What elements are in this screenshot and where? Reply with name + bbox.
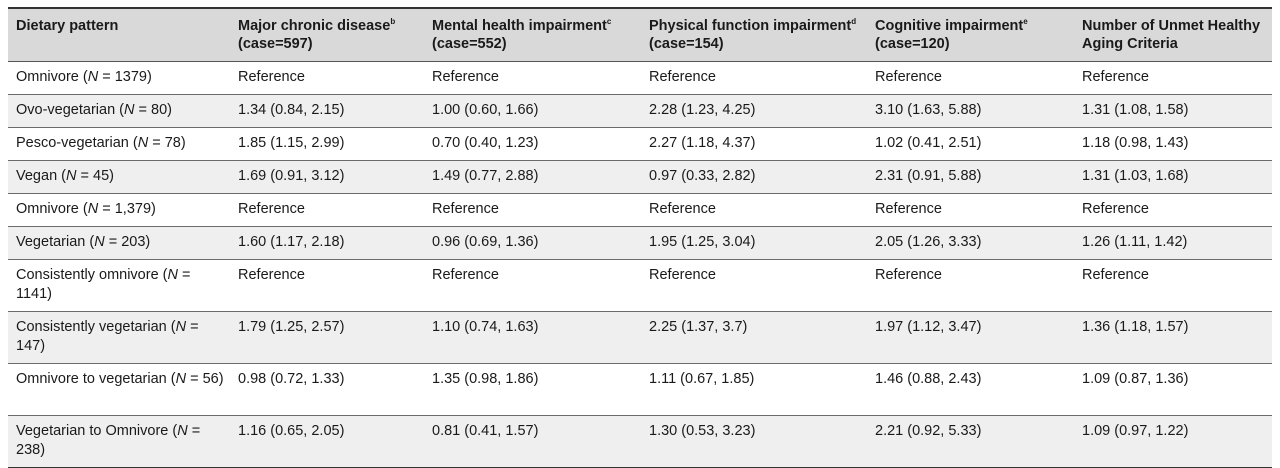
value-cell: Reference [432,201,499,217]
row-label-cell: Ovo-vegetarian (N = 80) [16,102,172,118]
table-row: Vegetarian (N = 203) 1.60 (1.17, 2.18) 0.9… [8,226,1272,260]
table-row: Vegetarian to Omnivore (N = 238) 1.16 (0.… [8,415,1272,468]
value-cell: 1.49 (0.77, 2.88) [432,168,539,184]
table-row: Omnivore (N = 1379) Reference Reference Ref… [8,62,1272,95]
value-cell: 1.34 (0.84, 2.15) [238,102,345,118]
value-cell: 1.36 (1.18, 1.57) [1082,319,1189,335]
table-row: Pesco-vegetarian (N = 78) 1.85 (1.15, 2.9… [8,128,1272,161]
value-cell: 1.35 (0.98, 1.86) [432,371,539,387]
row-label-cell: Vegetarian (N = 203) [16,234,151,250]
value-cell: Reference [1082,267,1149,283]
value-cell: 0.96 (0.69, 1.36) [432,234,539,250]
value-cell: Reference [875,69,942,85]
value-cell: 1.46 (0.88, 2.43) [875,371,982,387]
header-cell: Major chronic diseaseb (case=597) [238,17,396,52]
table-header: Dietary pattern Major chronic diseaseb (… [8,8,1272,62]
value-cell: 2.31 (0.91, 5.88) [875,168,982,184]
row-label-cell: Consistently vegetarian (N = 147) [16,319,199,354]
value-cell: 1.09 (0.87, 1.36) [1082,371,1189,387]
row-label-cell: Pesco-vegetarian (N = 78) [16,135,186,151]
value-cell: 0.97 (0.33, 2.82) [649,168,756,184]
value-cell: 1.26 (1.11, 1.42) [1082,234,1188,250]
value-cell: Reference [432,69,499,85]
table-row: Consistently omnivore (N = 1141) Referenc… [8,260,1272,312]
value-cell: Reference [649,201,716,217]
value-cell: 2.21 (0.92, 5.33) [875,423,982,439]
value-cell: 1.79 (1.25, 2.57) [238,319,345,335]
value-cell: 1.85 (1.15, 2.99) [238,135,345,151]
value-cell: Reference [875,267,942,283]
header-cell: Physical function impairmentd (case=154) [649,17,857,52]
header-row: Dietary pattern Major chronic diseaseb (… [8,8,1272,62]
header-cell: Dietary pattern [16,18,119,34]
value-cell: Reference [1082,201,1149,217]
value-cell: Reference [649,267,716,283]
value-cell: 1.60 (1.17, 2.18) [238,234,345,250]
table-row: Consistently vegetarian (N = 147) 1.79 (1… [8,311,1272,364]
row-label-cell: Omnivore (N = 1379) [16,69,152,85]
value-cell: 1.31 (1.03, 1.68) [1082,168,1189,184]
value-cell: Reference [238,69,305,85]
value-cell: 0.98 (0.72, 1.33) [238,371,345,387]
value-cell: 0.70 (0.40, 1.23) [432,135,539,151]
results-table: Dietary pattern Major chronic diseaseb (… [8,7,1272,468]
results-table-container: Dietary pattern Major chronic diseaseb (… [8,7,1272,468]
table-row: Omnivore (N = 1,379) Reference Reference Re… [8,194,1272,227]
value-cell: 3.10 (1.63, 5.88) [875,102,982,118]
table-row: Vegan (N = 45) 1.69 (0.91, 3.12) 1.49 (0.7… [8,160,1272,194]
value-cell: 1.09 (0.97, 1.22) [1082,423,1189,439]
value-cell: 1.11 (0.67, 1.85) [649,371,755,387]
table-body: Omnivore (N = 1379) Reference Reference Ref… [8,62,1272,468]
value-cell: 0.81 (0.41, 1.57) [432,423,539,439]
table-row: Ovo-vegetarian (N = 80) 1.34 (0.84, 2.15)… [8,94,1272,128]
header-cell: Mental health impairmentc (case=552) [432,17,612,52]
value-cell: Reference [875,201,942,217]
row-label-cell: Omnivore to vegetarian (N = 56) [16,371,224,387]
value-cell: 1.97 (1.12, 3.47) [875,319,982,335]
value-cell: 1.69 (0.91, 3.12) [238,168,345,184]
value-cell: 2.25 (1.37, 3.7) [649,319,748,335]
value-cell: 2.28 (1.23, 4.25) [649,102,756,118]
value-cell: Reference [649,69,716,85]
value-cell: 1.95 (1.25, 3.04) [649,234,756,250]
value-cell: 1.02 (0.41, 2.51) [875,135,982,151]
value-cell: 2.27 (1.18, 4.37) [649,135,756,151]
value-cell: Reference [238,267,305,283]
value-cell: 1.10 (0.74, 1.63) [432,319,539,335]
table-row: Omnivore to vegetarian (N = 56) 0.98 (0.7… [8,364,1272,416]
row-label-cell: Consistently omnivore (N = 1141) [16,267,191,302]
row-label-cell: Vegan (N = 45) [16,168,114,184]
value-cell: 1.00 (0.60, 1.66) [432,102,539,118]
value-cell: 1.16 (0.65, 2.05) [238,423,345,439]
value-cell: 1.31 (1.08, 1.58) [1082,102,1189,118]
value-cell: Reference [432,267,499,283]
value-cell: Reference [1082,69,1149,85]
value-cell: 2.05 (1.26, 3.33) [875,234,982,250]
value-cell: 1.18 (0.98, 1.43) [1082,135,1189,151]
row-label-cell: Omnivore (N = 1,379) [16,201,156,217]
header-cell: Number of Unmet Healthy Aging Criteria [1082,18,1261,52]
value-cell: Reference [238,201,305,217]
value-cell: 1.30 (0.53, 3.23) [649,423,756,439]
row-label-cell: Vegetarian to Omnivore (N = 238) [16,423,201,458]
header-cell: Cognitive impairmente (case=120) [875,17,1028,52]
